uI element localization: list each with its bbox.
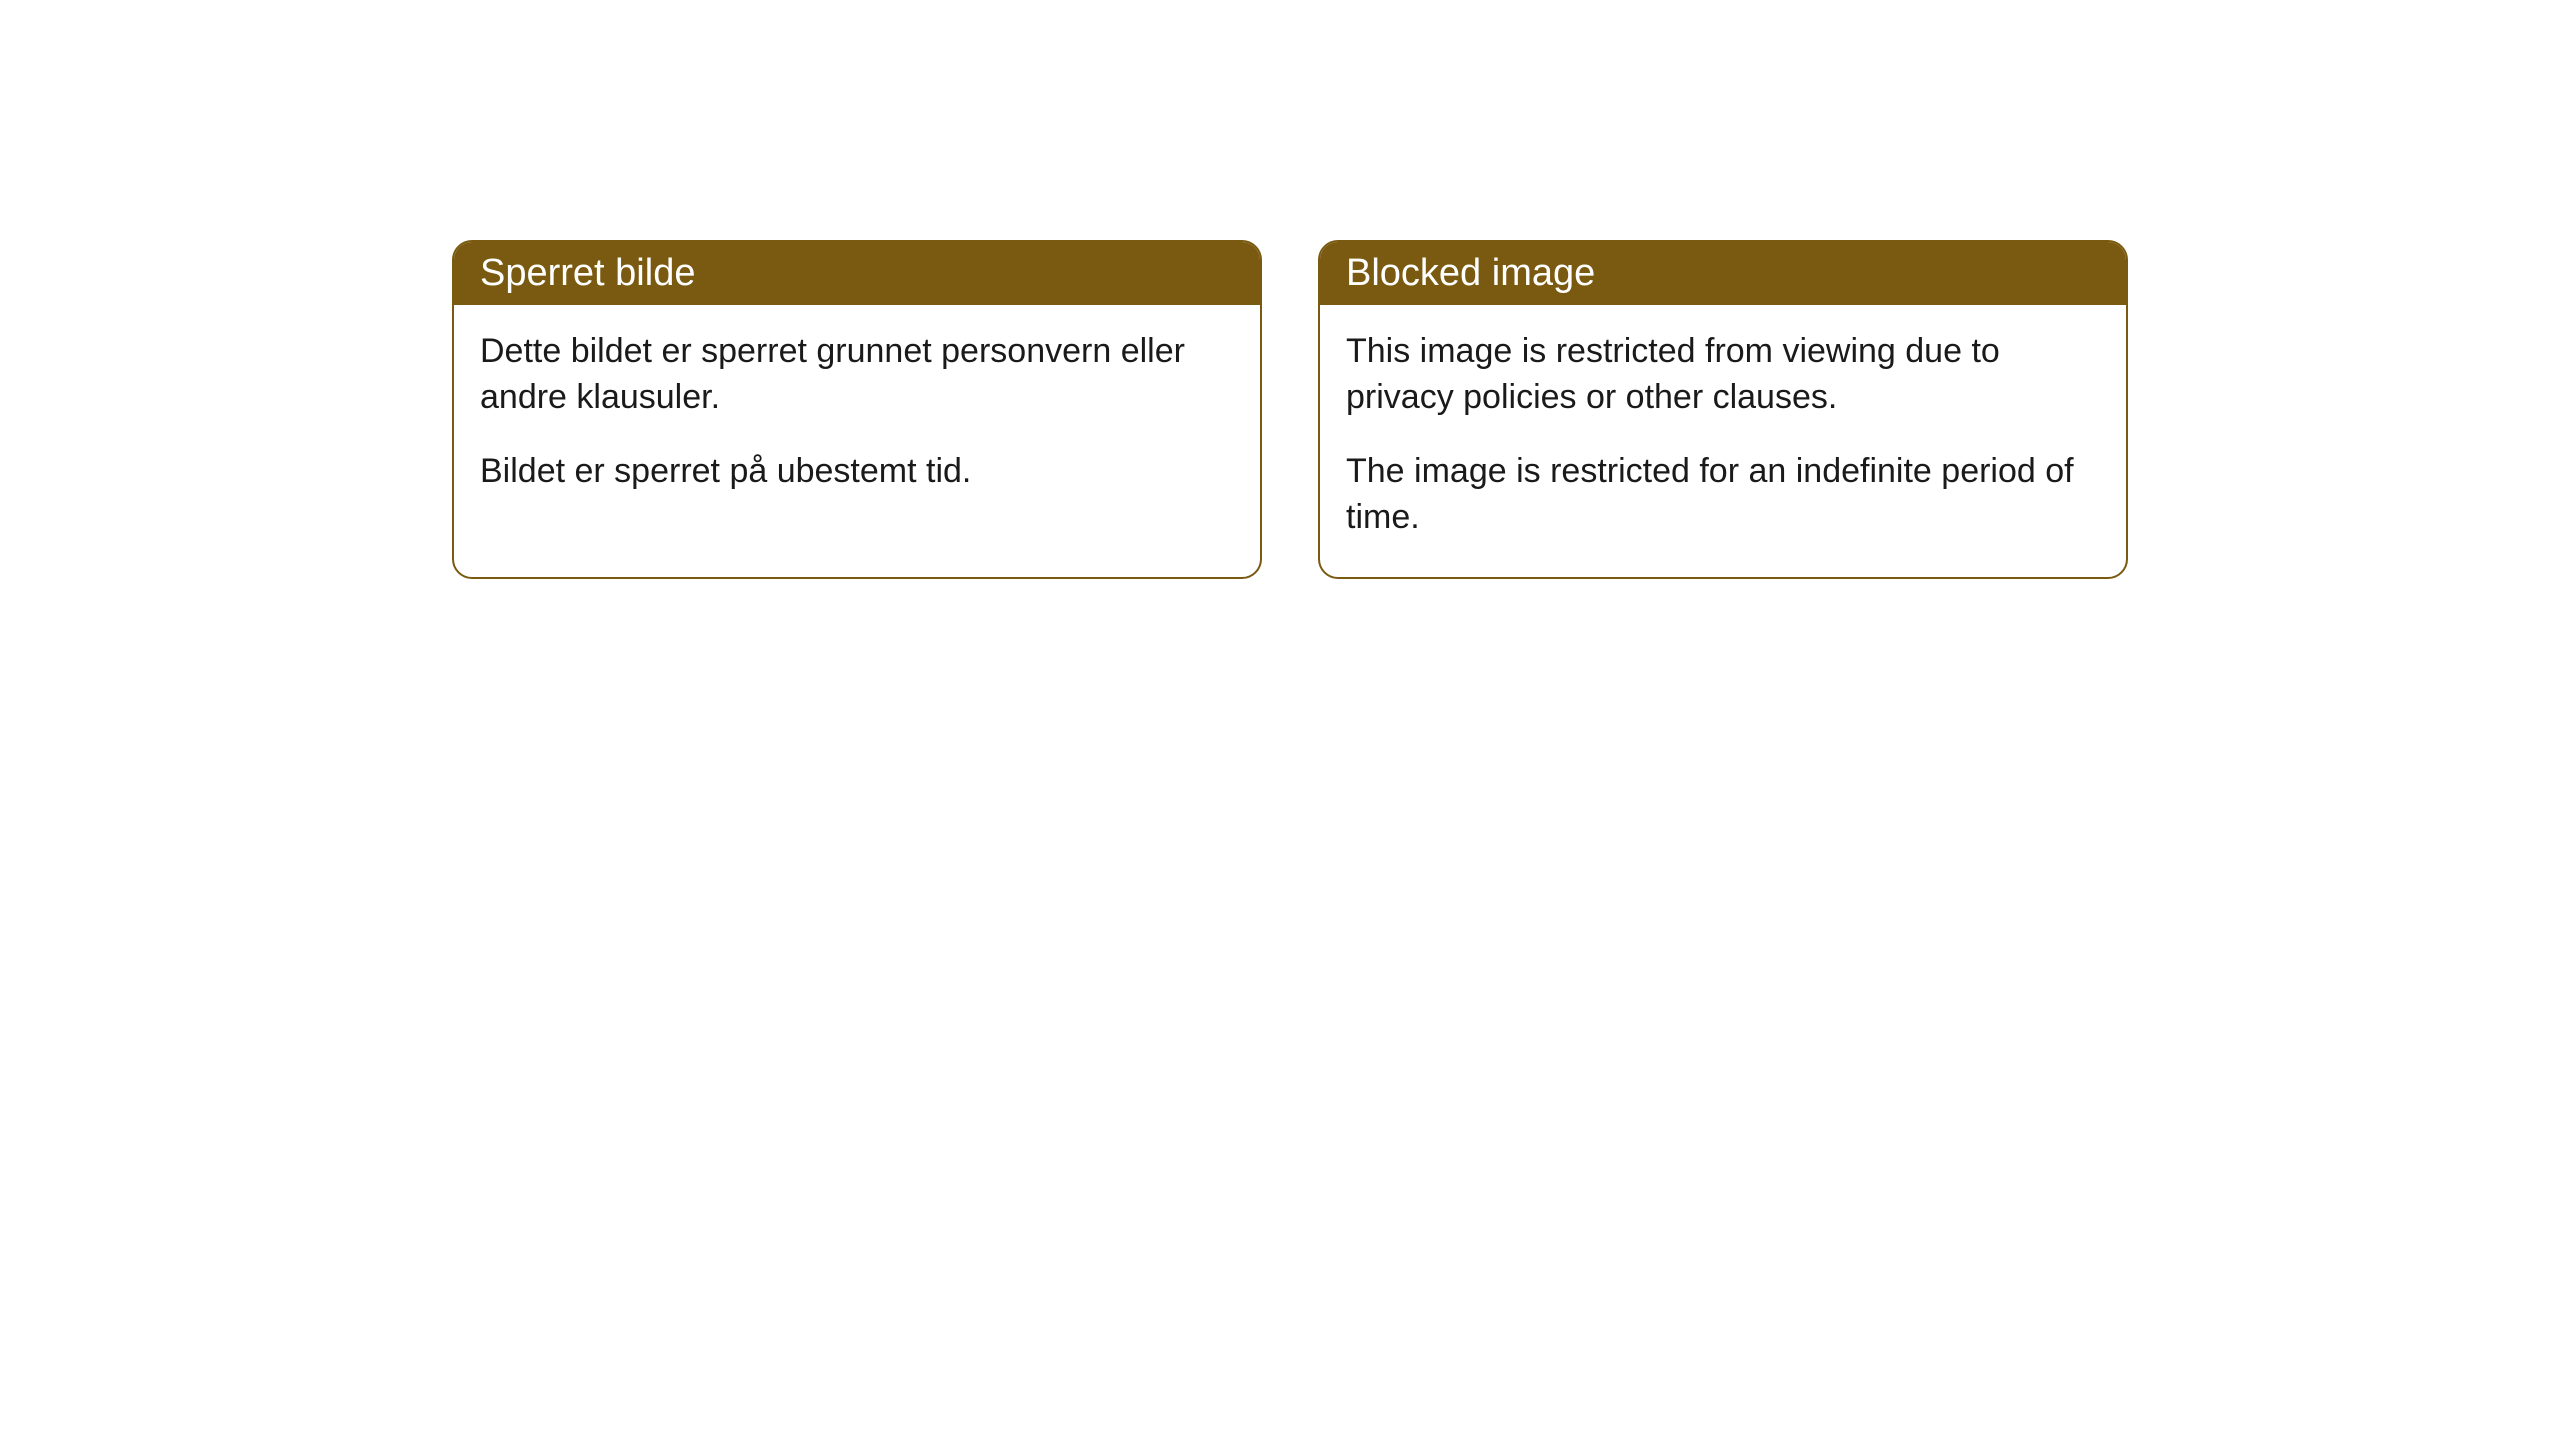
card-body: Dette bildet er sperret grunnet personve… — [454, 305, 1260, 531]
card-paragraph-2: The image is restricted for an indefinit… — [1346, 449, 2100, 541]
card-header-title: Blocked image — [1320, 242, 2126, 305]
blocked-image-card-english: Blocked image This image is restricted f… — [1318, 240, 2128, 579]
card-paragraph-1: Dette bildet er sperret grunnet personve… — [480, 329, 1234, 421]
card-header-title: Sperret bilde — [454, 242, 1260, 305]
cards-container: Sperret bilde Dette bildet er sperret gr… — [452, 240, 2560, 579]
blocked-image-card-norwegian: Sperret bilde Dette bildet er sperret gr… — [452, 240, 1262, 579]
card-body: This image is restricted from viewing du… — [1320, 305, 2126, 577]
card-paragraph-1: This image is restricted from viewing du… — [1346, 329, 2100, 421]
card-paragraph-2: Bildet er sperret på ubestemt tid. — [480, 449, 1234, 495]
